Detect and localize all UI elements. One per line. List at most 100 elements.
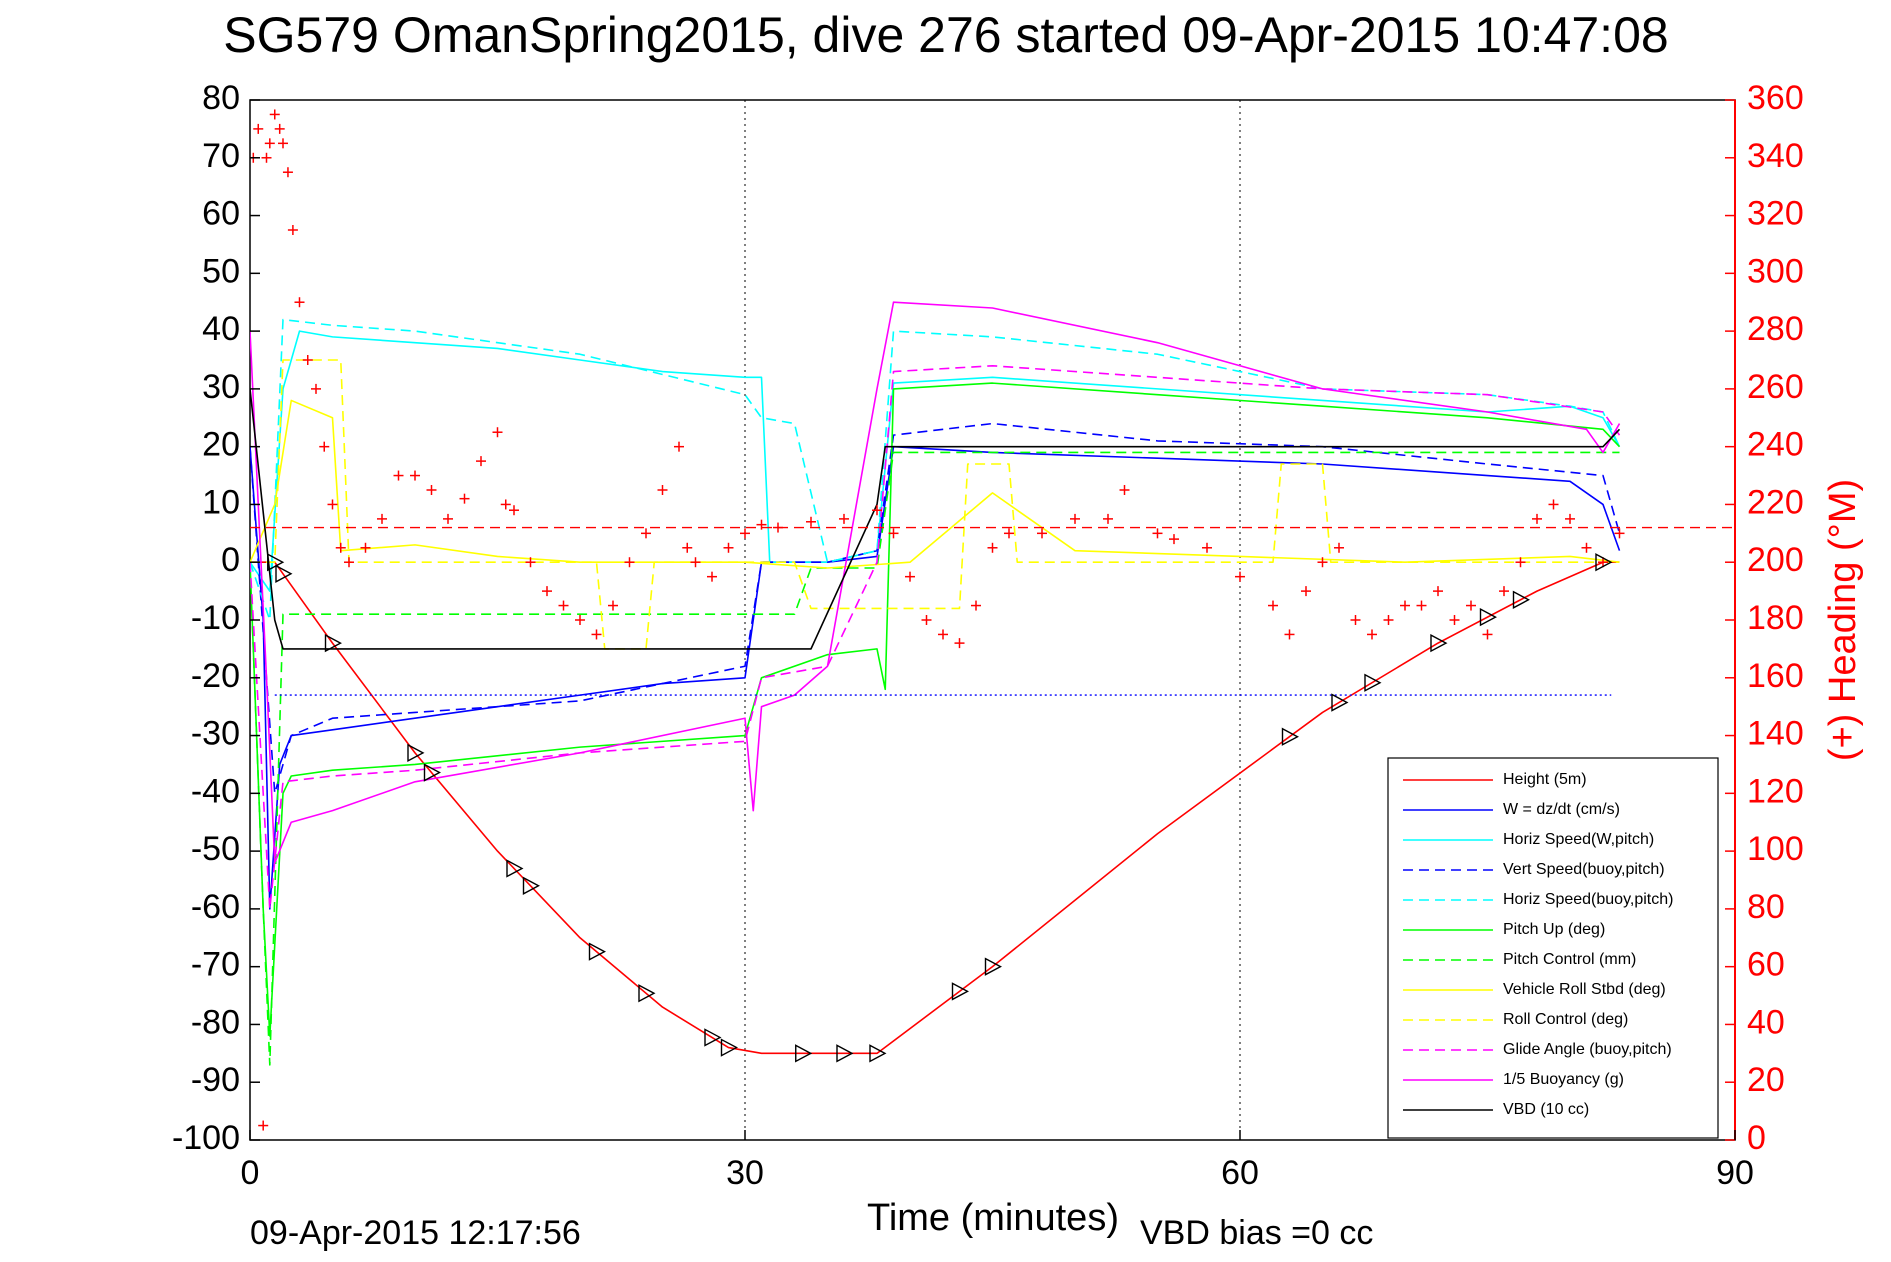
triangle-markers bbox=[267, 553, 1613, 1063]
heading-point-69 bbox=[1350, 615, 1361, 625]
heading-point-18 bbox=[377, 513, 387, 524]
heading-point-77 bbox=[1482, 629, 1493, 640]
legend-box bbox=[1387, 757, 1719, 1139]
heading-point-63 bbox=[1235, 571, 1245, 582]
heading-point-31 bbox=[575, 615, 585, 625]
heading-point-32 bbox=[591, 629, 602, 640]
triangle-marker-7 bbox=[588, 942, 606, 961]
heading-point-81 bbox=[1548, 499, 1559, 510]
left-y-axis: 80 70 60 50 40 30 20 10 0 -10 -20 -30 -40 -50 -60 -70 -8… bbox=[172, 79, 260, 1157]
heading-point-17 bbox=[360, 542, 371, 553]
legend-label-1: W = dz/dt (cm/s) bbox=[1503, 801, 1620, 818]
heading-point-78 bbox=[1499, 586, 1509, 597]
left-tick-label-0: 80 bbox=[202, 79, 240, 117]
series-line-3 bbox=[250, 422, 1621, 795]
legend-label-8: Roll Control (deg) bbox=[1503, 1011, 1628, 1028]
right-tick-label-11: 140 bbox=[1747, 715, 1804, 753]
heading-point-61 bbox=[1169, 534, 1179, 545]
heading-point-80 bbox=[1532, 513, 1542, 524]
heading-point-29 bbox=[542, 586, 552, 597]
heading-point-79 bbox=[1515, 557, 1526, 568]
left-tick-label-14: -60 bbox=[191, 888, 240, 926]
heading-point-40 bbox=[707, 571, 717, 582]
heading-point-4 bbox=[264, 138, 275, 149]
series-line-5 bbox=[250, 382, 1621, 1037]
left-tick-label-15: -70 bbox=[191, 946, 240, 984]
series-line-1 bbox=[250, 445, 1621, 910]
legend-label-6: Pitch Control (mm) bbox=[1503, 951, 1636, 968]
heading-point-16 bbox=[344, 557, 354, 568]
triangle-marker-13 bbox=[869, 1044, 887, 1063]
triangle-marker-4 bbox=[423, 763, 441, 782]
triangle-marker-1 bbox=[275, 564, 293, 583]
heading-point-76 bbox=[1466, 600, 1476, 611]
right-tick-label-3: 300 bbox=[1747, 252, 1804, 290]
heading-point-15 bbox=[335, 542, 346, 553]
legend-label-5: Pitch Up (deg) bbox=[1503, 921, 1605, 938]
right-tick-label-10: 160 bbox=[1747, 657, 1804, 695]
triangle-marker-20 bbox=[1479, 607, 1497, 627]
triangle-marker-5 bbox=[506, 859, 524, 878]
heading-point-58 bbox=[1103, 513, 1113, 524]
figure-title: SG579 OmanSpring2015, dive 276 started 0… bbox=[223, 7, 1668, 63]
heading-point-73 bbox=[1416, 600, 1427, 611]
heading-point-46 bbox=[839, 513, 849, 524]
right-tick-label-4: 280 bbox=[1747, 310, 1804, 348]
heading-point-38 bbox=[682, 542, 693, 553]
heading-point-49 bbox=[905, 571, 915, 582]
heading-point-83 bbox=[1581, 542, 1592, 553]
triangle-marker-3 bbox=[407, 743, 425, 763]
right-tick-label-8: 200 bbox=[1747, 541, 1804, 579]
right-tick-label-9: 180 bbox=[1747, 599, 1804, 637]
series-line-0 bbox=[250, 561, 1620, 1055]
right-tick-label-15: 60 bbox=[1747, 946, 1785, 984]
triangle-marker-18 bbox=[1364, 673, 1382, 692]
heading-point-59 bbox=[1119, 485, 1130, 495]
right-tick-label-5: 260 bbox=[1747, 368, 1804, 406]
heading-point-47 bbox=[872, 505, 882, 516]
series-line-11 bbox=[250, 388, 1621, 650]
series-line-7 bbox=[250, 399, 1620, 569]
legend-label-2: Horiz Speed(W,pitch) bbox=[1503, 831, 1654, 848]
triangle-marker-14 bbox=[951, 982, 969, 1001]
heading-point-84 bbox=[1598, 557, 1608, 568]
heading-point-3 bbox=[261, 152, 272, 163]
left-tick-label-12: -40 bbox=[191, 772, 240, 810]
heading-point-85 bbox=[1614, 528, 1625, 539]
heading-point-39 bbox=[690, 557, 701, 568]
heading-point-5 bbox=[269, 109, 280, 120]
heading-point-34 bbox=[624, 557, 635, 568]
heading-point-21 bbox=[426, 485, 437, 495]
left-tick-label-2: 60 bbox=[202, 195, 240, 233]
series-line-9 bbox=[250, 364, 1621, 910]
right-tick-label-18: 0 bbox=[1747, 1119, 1766, 1157]
heading-point-8 bbox=[282, 167, 293, 178]
series-line-10 bbox=[250, 301, 1621, 864]
x-tick-label-1: 30 bbox=[726, 1154, 764, 1192]
legend-label-9: Glide Angle (buoy,pitch) bbox=[1503, 1041, 1672, 1058]
triangle-marker-17 bbox=[1331, 693, 1349, 712]
heading-point-68 bbox=[1334, 542, 1344, 553]
triangle-marker-22 bbox=[1595, 553, 1613, 572]
heading-point-33 bbox=[608, 600, 618, 611]
heading-point-25 bbox=[492, 427, 503, 438]
legend-label-0: Height (5m) bbox=[1503, 771, 1587, 788]
footer-timestamp: 09-Apr-2015 12:17:56 bbox=[250, 1214, 581, 1252]
right-tick-label-16: 40 bbox=[1747, 1003, 1785, 1041]
left-tick-label-9: -10 bbox=[191, 599, 240, 637]
heading-point-65 bbox=[1284, 629, 1295, 640]
heading-point-22 bbox=[443, 513, 453, 524]
legend-label-4: Horiz Speed(buoy,pitch) bbox=[1503, 891, 1673, 908]
heading-point-26 bbox=[500, 499, 511, 510]
triangle-marker-19 bbox=[1430, 633, 1448, 653]
heading-point-52 bbox=[954, 638, 965, 649]
legend: Height (5m) W = dz/dt (cm/s) Horiz Speed(W… bbox=[1387, 757, 1719, 1139]
legend-label-11: VBD (10 cc) bbox=[1503, 1101, 1589, 1118]
heading-point-20 bbox=[410, 470, 420, 481]
heading-point-53 bbox=[971, 600, 981, 611]
heading-point-42 bbox=[740, 528, 750, 539]
left-tick-label-7: 10 bbox=[202, 483, 240, 521]
heading-point-70 bbox=[1367, 629, 1377, 640]
left-tick-label-10: -20 bbox=[191, 657, 240, 695]
heading-point-50 bbox=[921, 615, 932, 625]
